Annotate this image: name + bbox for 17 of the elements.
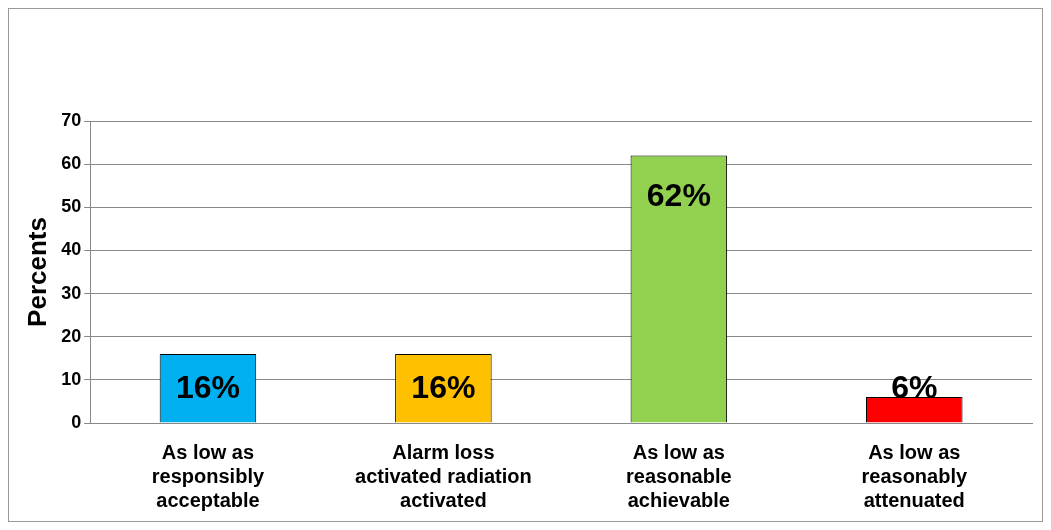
y-tick-label: 20 <box>61 325 82 346</box>
y-tick-label: 30 <box>61 282 82 303</box>
x-tick-label: As low as reasonably attenuated <box>861 440 968 511</box>
data-label: 16% <box>411 368 476 405</box>
y-tick-label: 40 <box>61 239 82 260</box>
y-tick-label: 50 <box>61 196 82 217</box>
y-tick-label: 70 <box>61 109 82 130</box>
x-tick-label: Alarm loss activated radiation activated <box>355 440 532 511</box>
data-label: 6% <box>891 368 938 405</box>
y-tick-label: 10 <box>61 368 82 389</box>
data-label: 16% <box>175 368 240 405</box>
y-tick-label: 0 <box>71 411 82 432</box>
data-label: 62% <box>646 177 711 214</box>
y-tick-label: 60 <box>61 153 82 174</box>
y-axis-title: Percents <box>21 217 52 327</box>
x-tick-label: As low as responsibly acceptable <box>151 440 265 511</box>
x-tick-label: As low as reasonable achievable <box>626 440 732 511</box>
